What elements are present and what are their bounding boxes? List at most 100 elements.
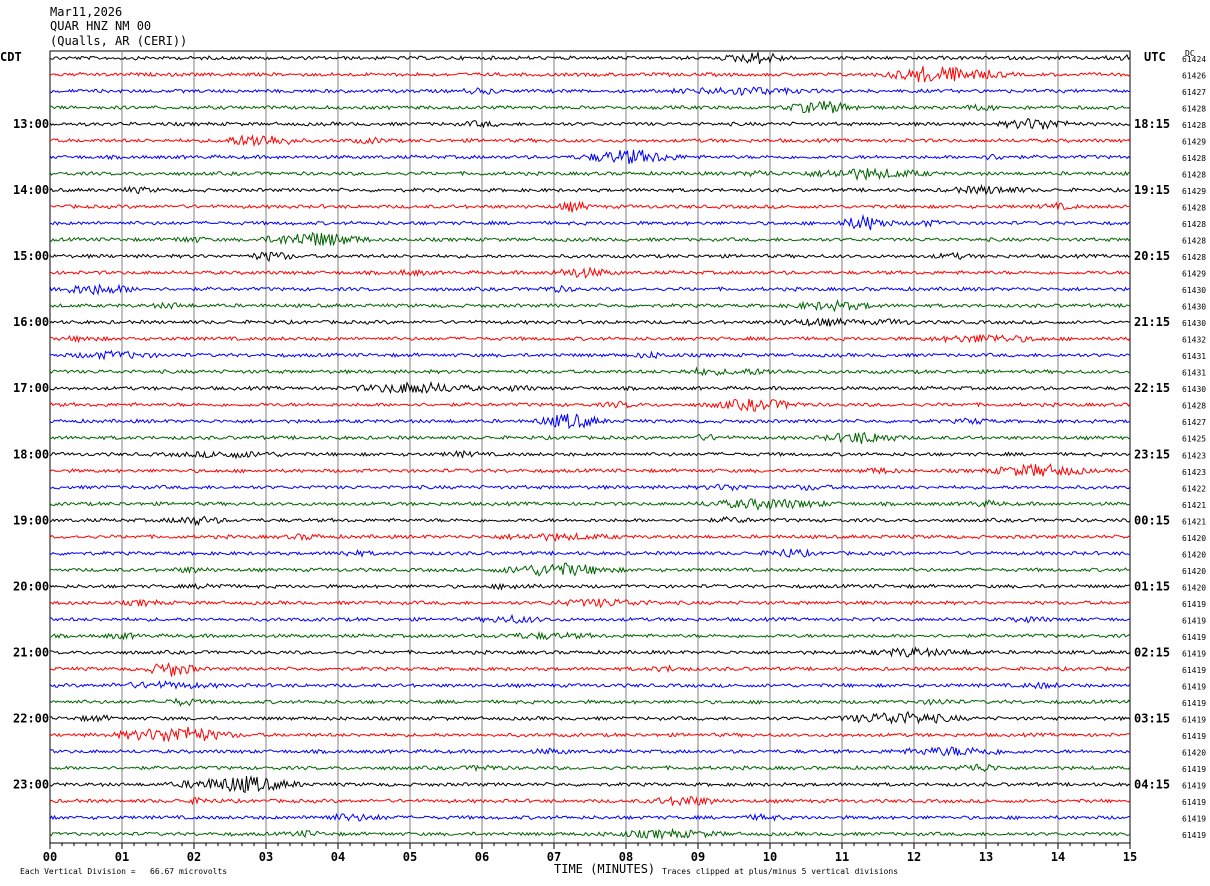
- x-tick-label: 12: [907, 850, 921, 864]
- dc-value-label: 61419: [1182, 649, 1206, 658]
- dc-value-label: 61423: [1182, 468, 1206, 477]
- dc-value-label: 61428: [1182, 121, 1206, 130]
- seismic-trace: [49, 613, 1131, 624]
- left-hour-label: 20:00: [13, 579, 49, 593]
- right-hour-label: 03:15: [1134, 711, 1170, 725]
- dc-value-label: 61428: [1182, 154, 1206, 163]
- right-hour-label: 21:15: [1134, 315, 1170, 329]
- right-hour-label: 02:15: [1134, 645, 1170, 659]
- x-axis-label: TIME (MINUTES): [554, 862, 656, 876]
- dc-value-label: 61429: [1182, 138, 1206, 147]
- x-tick-label: 00: [43, 850, 57, 864]
- dc-value-label: 61419: [1182, 600, 1206, 609]
- dc-value-label: 61419: [1182, 798, 1206, 807]
- seismic-trace: [49, 646, 1131, 658]
- dc-value-label: 61420: [1182, 748, 1206, 757]
- seismic-trace: [49, 214, 1131, 231]
- seismic-trace: [49, 774, 1131, 794]
- seismic-trace: [49, 812, 1131, 822]
- seismic-trace: [49, 662, 1131, 677]
- dc-value-label: 61432: [1182, 336, 1206, 345]
- seismic-trace: [49, 398, 1131, 413]
- left-hour-label: 14:00: [13, 183, 49, 197]
- seismic-trace: [49, 763, 1131, 773]
- x-tick-label: 14: [1051, 850, 1065, 864]
- seismic-trace: [49, 283, 1131, 296]
- dc-value-label: 61429: [1182, 187, 1206, 196]
- seismic-trace: [49, 317, 1131, 327]
- x-tick-label: 04: [331, 850, 345, 864]
- station-location: (Qualls, AR (CERI)): [50, 34, 188, 48]
- seismic-trace: [49, 515, 1131, 527]
- seismic-trace: [49, 697, 1131, 707]
- x-tick-label: 11: [835, 850, 849, 864]
- right-hour-label: 19:15: [1134, 183, 1170, 197]
- right-timezone-label: UTC: [1144, 50, 1166, 64]
- dc-value-label: 61428: [1182, 105, 1206, 114]
- seismic-trace: [49, 726, 1131, 743]
- seismic-trace: [49, 497, 1131, 511]
- seismic-trace: [49, 51, 1131, 65]
- x-tick-label: 03: [259, 850, 273, 864]
- seismic-trace: [49, 366, 1131, 377]
- x-tick-label: 10: [763, 850, 777, 864]
- seismic-trace: [49, 413, 1131, 430]
- dc-value-label: 61428: [1182, 253, 1206, 262]
- x-tick-label: 15: [1123, 850, 1137, 864]
- dc-value-label: 61424: [1182, 55, 1206, 64]
- dc-value-label: 61420: [1182, 567, 1206, 576]
- seismic-trace: [49, 200, 1131, 213]
- seismic-trace: [49, 630, 1131, 641]
- dc-value-label: 61421: [1182, 517, 1206, 526]
- seismic-trace: [49, 582, 1131, 591]
- seismic-trace: [49, 795, 1131, 807]
- x-tick-label: 06: [475, 850, 489, 864]
- station-id: QUAR HNZ NM 00: [50, 19, 152, 33]
- plot-date: Mar11,2026: [50, 5, 123, 19]
- seismic-trace: [49, 380, 1131, 395]
- dc-value-label: 61419: [1182, 781, 1206, 790]
- dc-value-label: 61419: [1182, 765, 1206, 774]
- seismic-trace: [49, 562, 1131, 577]
- dc-value-label: 61428: [1182, 237, 1206, 246]
- dc-value-label: 61419: [1182, 682, 1206, 691]
- right-hour-label: 00:15: [1134, 513, 1170, 527]
- left-hour-label: 22:00: [13, 711, 49, 725]
- dc-value-label: 61419: [1182, 814, 1206, 823]
- dc-value-label: 61430: [1182, 319, 1206, 328]
- seismic-trace: [49, 251, 1131, 263]
- dc-value-label: 61419: [1182, 715, 1206, 724]
- dc-value-label: 61431: [1182, 369, 1206, 378]
- seismic-trace: [49, 66, 1131, 83]
- seismic-trace: [49, 149, 1131, 165]
- seismic-trace: [49, 680, 1131, 690]
- dc-value-label: 61423: [1182, 451, 1206, 460]
- seismic-trace: [49, 827, 1131, 841]
- left-hour-label: 15:00: [13, 249, 49, 263]
- scale-note: Each Vertical Division = 66.67 microvolt…: [20, 867, 228, 876]
- left-timezone-label: CDT: [0, 50, 22, 64]
- left-hour-label: 23:00: [13, 777, 49, 791]
- right-hour-label: 20:15: [1134, 249, 1170, 263]
- right-hour-label: 01:15: [1134, 579, 1170, 593]
- left-hour-label: 21:00: [13, 645, 49, 659]
- dc-value-label: 61422: [1182, 484, 1206, 493]
- dc-value-label: 61419: [1182, 616, 1206, 625]
- x-tick-label: 02: [187, 850, 201, 864]
- right-hour-label: 22:15: [1134, 381, 1170, 395]
- seismic-trace: [49, 231, 1131, 247]
- dc-value-label: 61419: [1182, 633, 1206, 642]
- seismic-trace: [49, 531, 1131, 542]
- dc-value-label: 61420: [1182, 534, 1206, 543]
- left-hour-label: 19:00: [13, 513, 49, 527]
- plot-frame: [49, 50, 1131, 844]
- seismic-trace: [49, 548, 1131, 559]
- dc-value-label: 61430: [1182, 303, 1206, 312]
- seismic-trace: [49, 449, 1131, 460]
- dc-value-label: 61419: [1182, 699, 1206, 708]
- seismic-trace: [49, 598, 1131, 609]
- seismic-trace: [49, 349, 1131, 361]
- seismic-trace: [49, 266, 1131, 279]
- dc-value-label: 61421: [1182, 501, 1206, 510]
